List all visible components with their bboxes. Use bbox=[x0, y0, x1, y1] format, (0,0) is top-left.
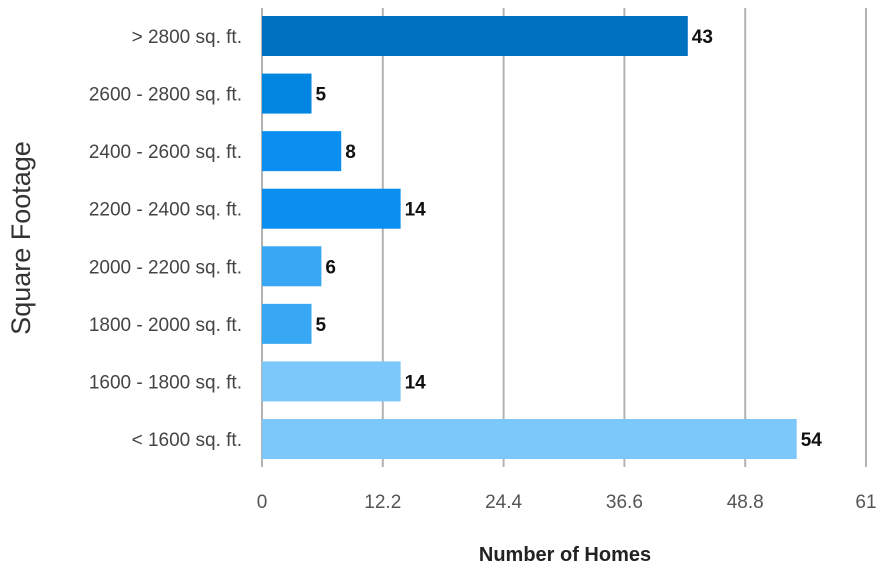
category-label: 2200 - 2400 sq. ft. bbox=[89, 200, 242, 221]
x-tick-label: 61 bbox=[855, 492, 876, 513]
value-labels: 43 5 8 14 6 5 14 54 bbox=[316, 27, 823, 451]
bar bbox=[262, 303, 312, 344]
bar bbox=[262, 188, 401, 229]
value-label: 54 bbox=[801, 430, 823, 451]
x-tick-label: 48.8 bbox=[727, 492, 764, 513]
category-label: 1600 - 1800 sq. ft. bbox=[89, 372, 242, 393]
category-label: 2600 - 2800 sq. ft. bbox=[89, 85, 242, 106]
value-label: 14 bbox=[405, 200, 427, 221]
value-label: 6 bbox=[325, 257, 336, 278]
value-label: 14 bbox=[405, 372, 427, 393]
value-label: 43 bbox=[692, 27, 713, 48]
value-label: 8 bbox=[345, 142, 356, 163]
category-label: 2000 - 2200 sq. ft. bbox=[89, 257, 242, 278]
bars bbox=[262, 16, 797, 459]
bar bbox=[262, 16, 688, 56]
y-axis-title: Square Footage bbox=[6, 141, 36, 335]
x-tick-label: 0 bbox=[257, 492, 268, 513]
x-tick-label: 12.2 bbox=[364, 492, 401, 513]
category-labels: > 2800 sq. ft. 2600 - 2800 sq. ft. 2400 - … bbox=[89, 27, 242, 451]
bar bbox=[262, 246, 322, 287]
x-tick-label: 24.4 bbox=[485, 492, 522, 513]
bar bbox=[262, 131, 342, 172]
bar bbox=[262, 418, 797, 459]
x-tick-label: 36.6 bbox=[606, 492, 643, 513]
value-label: 5 bbox=[316, 85, 327, 106]
category-label: < 1600 sq. ft. bbox=[132, 430, 242, 451]
category-label: 2400 - 2600 sq. ft. bbox=[89, 142, 242, 163]
category-label: 1800 - 2000 sq. ft. bbox=[89, 315, 242, 336]
x-axis-title: Number of Homes bbox=[479, 544, 651, 562]
x-tick-labels: 0 12.2 24.4 36.6 48.8 61 bbox=[257, 492, 877, 513]
bar bbox=[262, 73, 312, 114]
bar bbox=[262, 361, 401, 402]
category-label: > 2800 sq. ft. bbox=[132, 27, 242, 48]
value-label: 5 bbox=[316, 315, 327, 336]
